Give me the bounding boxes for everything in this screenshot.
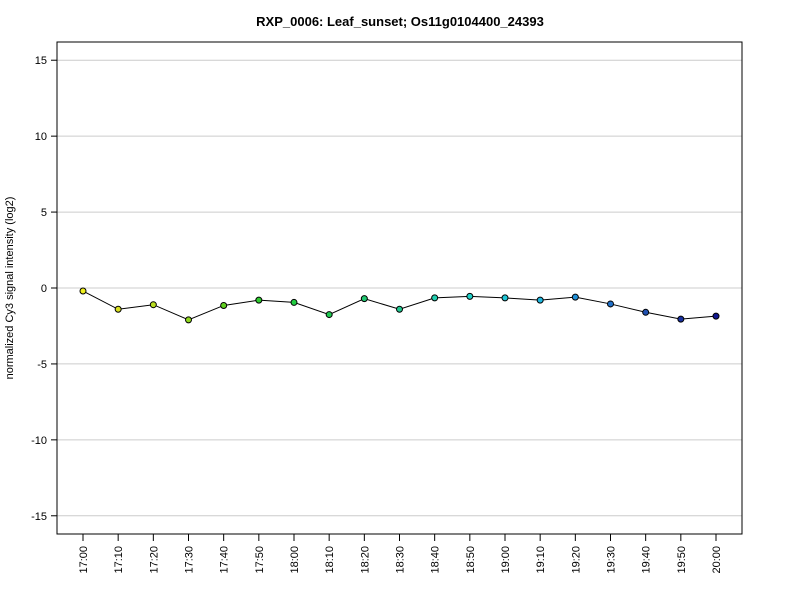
data-point	[79, 287, 87, 295]
data-point	[220, 301, 228, 309]
x-tick-label: 17:40	[219, 546, 231, 574]
x-tick-label: 17:10	[113, 546, 125, 574]
chart-title: RXP_0006: Leaf_sunset; Os11g0104400_2439…	[256, 14, 544, 29]
y-axis: -15 -10 -5 0 5 10 15	[31, 55, 57, 523]
y-axis-label: normalized Cy3 signal intensity (log2)	[4, 197, 16, 380]
x-tick-label: 18:30	[395, 546, 407, 574]
data-point	[571, 293, 579, 301]
x-tick-label: 17:30	[184, 546, 196, 574]
data-point	[677, 315, 685, 323]
y-tick-label: 10	[35, 131, 47, 143]
x-tick-label: 18:20	[359, 546, 371, 574]
data-point	[607, 300, 614, 308]
x-tick-label: 17:20	[148, 546, 160, 574]
data-point	[114, 305, 122, 313]
y-tick-label: 5	[41, 207, 47, 219]
data-point	[466, 292, 474, 300]
x-tick-label: 19:00	[500, 546, 512, 574]
data-point	[185, 316, 192, 324]
x-tick-label: 19:50	[676, 546, 688, 574]
x-tick-label: 18:00	[289, 546, 301, 574]
y-tick-label: -5	[37, 359, 47, 371]
series-line	[79, 287, 720, 324]
y-tick-label: 0	[41, 283, 47, 295]
x-tick-label: 18:10	[324, 546, 336, 574]
data-point	[325, 311, 333, 319]
x-tick-label: 18:50	[465, 546, 477, 574]
x-tick-label: 17:00	[78, 546, 90, 574]
data-point	[501, 294, 509, 302]
x-axis: 17:00 17:10 17:20 17:30 17:40 17:50 18:00 18:10…	[78, 533, 723, 574]
data-point	[396, 305, 403, 313]
x-tick-label: 19:30	[606, 546, 618, 574]
data-point	[642, 308, 650, 316]
data-point	[431, 294, 439, 302]
x-tick-label: 17:50	[254, 546, 266, 574]
data-point	[536, 296, 544, 304]
data-point	[360, 295, 368, 303]
y-tick-label: 15	[35, 55, 47, 67]
x-tick-label: 19:20	[570, 546, 582, 574]
data-point	[255, 296, 263, 304]
y-tick-label: -15	[31, 511, 47, 523]
data-point	[149, 301, 157, 309]
x-tick-label: 19:40	[641, 546, 653, 574]
data-point	[290, 298, 298, 306]
series-path	[82, 290, 717, 321]
y-tick-label: -10	[31, 435, 47, 447]
data-point	[712, 312, 720, 320]
gridlines	[57, 59, 742, 517]
x-tick-label: 19:10	[535, 546, 547, 574]
x-tick-label: 20:00	[711, 546, 723, 574]
x-tick-label: 18:40	[430, 546, 442, 574]
